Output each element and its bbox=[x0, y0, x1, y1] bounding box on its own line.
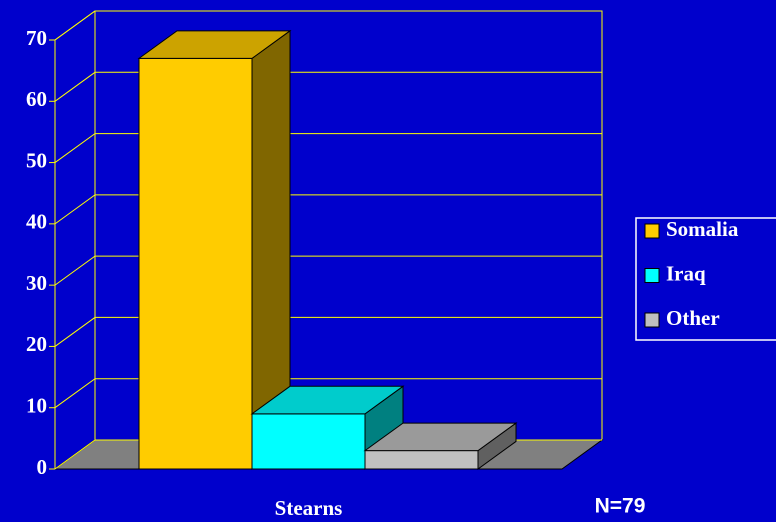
bar-front bbox=[251, 413, 366, 470]
legend-label: Other bbox=[666, 306, 720, 330]
bar-top bbox=[137, 30, 292, 59]
y-tick-label: 0 bbox=[37, 455, 48, 479]
grid-line bbox=[54, 71, 602, 102]
legend-label: Somalia bbox=[666, 217, 739, 241]
y-tick-label: 30 bbox=[26, 271, 47, 295]
y-tick-label: 50 bbox=[26, 148, 47, 172]
bar-top bbox=[363, 422, 518, 452]
y-tick-label: 20 bbox=[26, 332, 47, 356]
legend-swatch bbox=[644, 223, 660, 239]
grid-line bbox=[54, 316, 602, 347]
grid-line bbox=[54, 133, 602, 163]
x-tick-label: Stearns bbox=[275, 496, 343, 520]
grid-line bbox=[54, 255, 602, 286]
grid-line bbox=[54, 378, 602, 409]
grid-line bbox=[54, 10, 602, 41]
bar-top bbox=[250, 385, 405, 415]
annotation: N=79 bbox=[595, 495, 646, 518]
legend-swatch bbox=[644, 312, 660, 328]
y-tick-label: 40 bbox=[26, 210, 47, 234]
grid-line bbox=[54, 194, 602, 225]
bar-front bbox=[364, 450, 479, 470]
legend-swatch bbox=[644, 268, 660, 283]
y-tick-label: 10 bbox=[26, 394, 47, 418]
bar-front bbox=[138, 57, 253, 470]
y-tick-label: 60 bbox=[26, 87, 47, 111]
y-tick-label: 70 bbox=[26, 26, 47, 50]
legend-label: Iraq bbox=[666, 261, 706, 285]
